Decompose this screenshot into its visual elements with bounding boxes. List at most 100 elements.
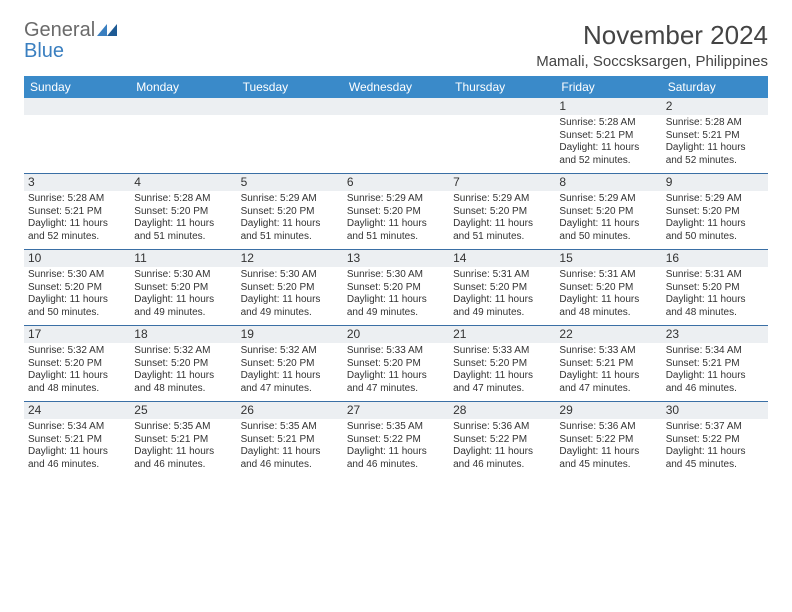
day-details: Sunrise: 5:28 AMSunset: 5:21 PMDaylight:…	[28, 193, 126, 243]
daylight-line: Daylight: 11 hours and 49 minutes.	[134, 294, 232, 319]
day-cell	[24, 98, 130, 174]
day-cell: 30Sunrise: 5:37 AMSunset: 5:22 PMDayligh…	[662, 402, 768, 478]
day-number: 18	[130, 326, 236, 343]
logo-word-2: Blue	[24, 40, 64, 62]
sunset-line: Sunset: 5:20 PM	[559, 282, 657, 295]
logo-mark-icon	[97, 22, 119, 41]
day-details: Sunrise: 5:31 AMSunset: 5:20 PMDaylight:…	[559, 269, 657, 319]
day-number: 19	[237, 326, 343, 343]
empty-day	[130, 98, 236, 115]
day-details: Sunrise: 5:30 AMSunset: 5:20 PMDaylight:…	[347, 269, 445, 319]
day-number: 14	[449, 250, 555, 267]
day-details: Sunrise: 5:35 AMSunset: 5:22 PMDaylight:…	[347, 421, 445, 471]
day-details: Sunrise: 5:30 AMSunset: 5:20 PMDaylight:…	[241, 269, 339, 319]
sunrise-line: Sunrise: 5:33 AM	[453, 345, 551, 358]
dow-wed: Wednesday	[343, 76, 449, 98]
day-details: Sunrise: 5:32 AMSunset: 5:20 PMDaylight:…	[28, 345, 126, 395]
daylight-line: Daylight: 11 hours and 46 minutes.	[347, 446, 445, 471]
sunrise-line: Sunrise: 5:35 AM	[241, 421, 339, 434]
sunset-line: Sunset: 5:20 PM	[666, 282, 764, 295]
day-cell: 26Sunrise: 5:35 AMSunset: 5:21 PMDayligh…	[237, 402, 343, 478]
day-details: Sunrise: 5:35 AMSunset: 5:21 PMDaylight:…	[134, 421, 232, 471]
sunrise-line: Sunrise: 5:33 AM	[559, 345, 657, 358]
day-details: Sunrise: 5:28 AMSunset: 5:21 PMDaylight:…	[666, 117, 764, 167]
sunrise-line: Sunrise: 5:30 AM	[28, 269, 126, 282]
day-cell: 27Sunrise: 5:35 AMSunset: 5:22 PMDayligh…	[343, 402, 449, 478]
sunset-line: Sunset: 5:20 PM	[134, 282, 232, 295]
sunrise-line: Sunrise: 5:34 AM	[666, 345, 764, 358]
day-details: Sunrise: 5:35 AMSunset: 5:21 PMDaylight:…	[241, 421, 339, 471]
daylight-line: Daylight: 11 hours and 49 minutes.	[241, 294, 339, 319]
day-number: 22	[555, 326, 661, 343]
sunrise-line: Sunrise: 5:29 AM	[666, 193, 764, 206]
day-number: 20	[343, 326, 449, 343]
week-row: 1 Sunrise: 5:28 AMSunset: 5:21 PMDaylight…	[24, 98, 768, 174]
day-cell: 21Sunrise: 5:33 AMSunset: 5:20 PMDayligh…	[449, 326, 555, 402]
day-cell: 22Sunrise: 5:33 AMSunset: 5:21 PMDayligh…	[555, 326, 661, 402]
day-number: 15	[555, 250, 661, 267]
day-number: 28	[449, 402, 555, 419]
sunrise-line: Sunrise: 5:31 AM	[666, 269, 764, 282]
sunrise-line: Sunrise: 5:29 AM	[453, 193, 551, 206]
daylight-line: Daylight: 11 hours and 47 minutes.	[559, 370, 657, 395]
day-details: Sunrise: 5:32 AMSunset: 5:20 PMDaylight:…	[134, 345, 232, 395]
empty-day	[449, 98, 555, 115]
day-cell: 29 Sunrise: 5:36 AMSunset: 5:22 PMDayligh…	[555, 402, 661, 478]
day-cell: 28 Sunrise: 5:36 AMSunset: 5:22 PMDayligh…	[449, 402, 555, 478]
day-cell: 11Sunrise: 5:30 AMSunset: 5:20 PMDayligh…	[130, 250, 236, 326]
dow-mon: Monday	[130, 76, 236, 98]
sunrise-line: Sunrise: 5:33 AM	[347, 345, 445, 358]
daylight-line: Daylight: 11 hours and 46 minutes.	[241, 446, 339, 471]
daylight-line: Daylight: 11 hours and 51 minutes.	[347, 218, 445, 243]
daylight-line: Daylight: 11 hours and 46 minutes.	[666, 370, 764, 395]
sunset-line: Sunset: 5:21 PM	[241, 434, 339, 447]
day-cell: 4Sunrise: 5:28 AMSunset: 5:20 PMDaylight…	[130, 174, 236, 250]
sunrise-line: Sunrise: 5:35 AM	[134, 421, 232, 434]
day-number: 7	[449, 174, 555, 191]
daylight-line: Daylight: 11 hours and 48 minutes.	[559, 294, 657, 319]
daylight-line: Daylight: 11 hours and 50 minutes.	[666, 218, 764, 243]
daylight-line: Daylight: 11 hours and 47 minutes.	[453, 370, 551, 395]
daylight-line: Daylight: 11 hours and 46 minutes.	[453, 446, 551, 471]
day-cell: 5Sunrise: 5:29 AMSunset: 5:20 PMDaylight…	[237, 174, 343, 250]
sunset-line: Sunset: 5:22 PM	[347, 434, 445, 447]
day-number: 2	[662, 98, 768, 115]
day-number: 1	[555, 98, 661, 115]
brand-logo: General Blue	[24, 20, 119, 62]
day-details: Sunrise: 5:36 AMSunset: 5:22 PMDaylight:…	[559, 421, 657, 471]
sunset-line: Sunset: 5:20 PM	[241, 206, 339, 219]
sunrise-line: Sunrise: 5:36 AM	[559, 421, 657, 434]
day-cell	[130, 98, 236, 174]
day-cell: 23Sunrise: 5:34 AMSunset: 5:21 PMDayligh…	[662, 326, 768, 402]
sunset-line: Sunset: 5:21 PM	[559, 130, 657, 143]
day-cell: 19Sunrise: 5:32 AMSunset: 5:20 PMDayligh…	[237, 326, 343, 402]
sunset-line: Sunset: 5:20 PM	[241, 282, 339, 295]
page-header: General Blue November 2024 Mamali, Soccs…	[24, 20, 768, 70]
week-row: 3 Sunrise: 5:28 AMSunset: 5:21 PMDaylight…	[24, 174, 768, 250]
day-details: Sunrise: 5:31 AMSunset: 5:20 PMDaylight:…	[453, 269, 551, 319]
sunrise-line: Sunrise: 5:32 AM	[134, 345, 232, 358]
day-number: 29	[555, 402, 661, 419]
day-cell: 1Sunrise: 5:28 AMSunset: 5:21 PMDaylight…	[555, 98, 661, 174]
sunrise-line: Sunrise: 5:31 AM	[453, 269, 551, 282]
daylight-line: Daylight: 11 hours and 45 minutes.	[666, 446, 764, 471]
daylight-line: Daylight: 11 hours and 45 minutes.	[559, 446, 657, 471]
location-label: Mamali, Soccsksargen, Philippines	[536, 53, 768, 70]
day-number: 21	[449, 326, 555, 343]
day-number: 3	[24, 174, 130, 191]
sunrise-line: Sunrise: 5:28 AM	[134, 193, 232, 206]
day-details: Sunrise: 5:28 AMSunset: 5:20 PMDaylight:…	[134, 193, 232, 243]
day-number: 5	[237, 174, 343, 191]
sunrise-line: Sunrise: 5:36 AM	[453, 421, 551, 434]
day-number: 6	[343, 174, 449, 191]
sunrise-line: Sunrise: 5:28 AM	[559, 117, 657, 130]
sunrise-line: Sunrise: 5:32 AM	[28, 345, 126, 358]
day-details: Sunrise: 5:36 AMSunset: 5:22 PMDaylight:…	[453, 421, 551, 471]
day-number: 12	[237, 250, 343, 267]
daylight-line: Daylight: 11 hours and 51 minutes.	[241, 218, 339, 243]
sunset-line: Sunset: 5:20 PM	[347, 206, 445, 219]
dow-tue: Tuesday	[237, 76, 343, 98]
daylight-line: Daylight: 11 hours and 48 minutes.	[134, 370, 232, 395]
day-number: 25	[130, 402, 236, 419]
day-number: 11	[130, 250, 236, 267]
